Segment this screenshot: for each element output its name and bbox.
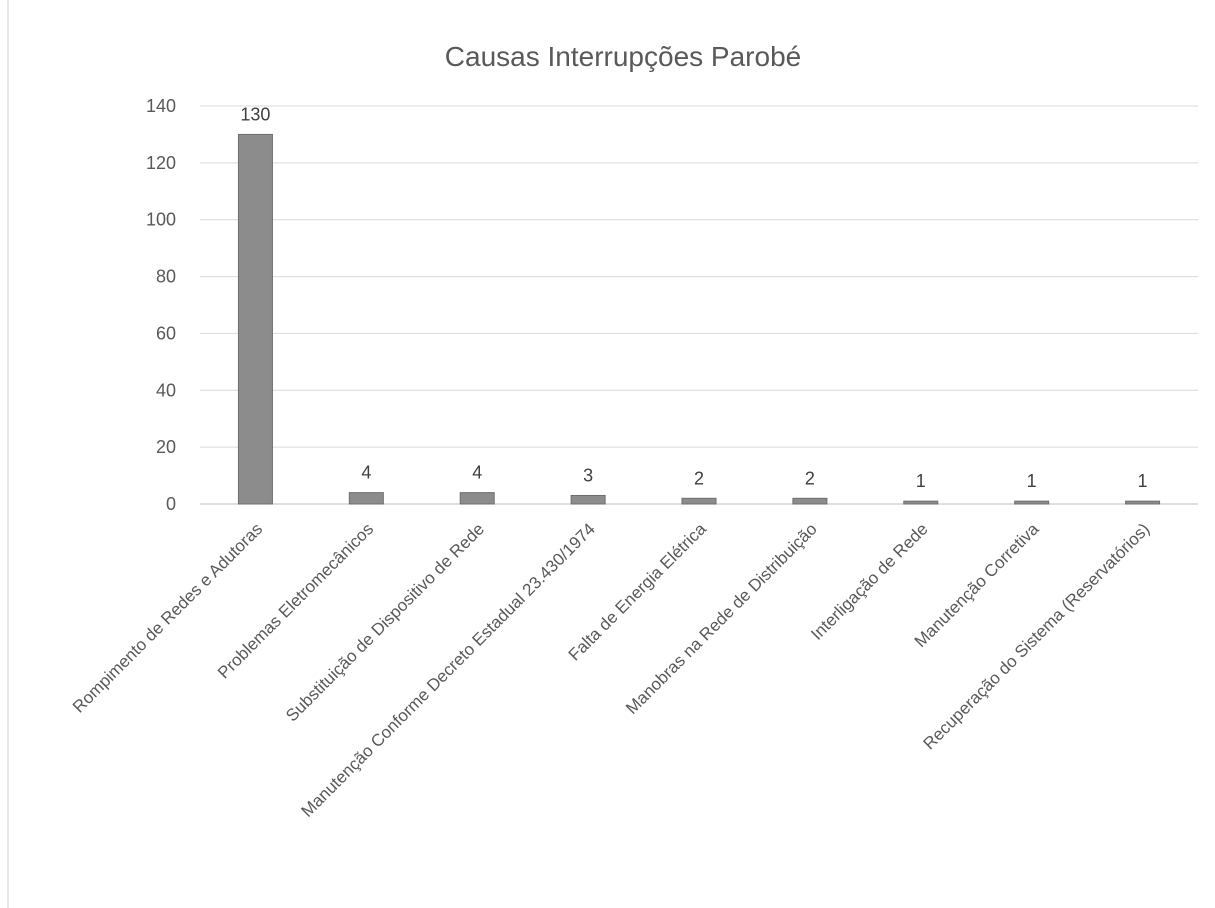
bar	[1125, 500, 1161, 505]
x-category-label: Recuperação do Sistema (Reservatórios)	[919, 519, 1153, 753]
data-label: 1	[1138, 471, 1148, 491]
data-label: 3	[583, 465, 593, 485]
y-tick-label: 20	[156, 437, 176, 457]
data-label: 2	[805, 468, 815, 488]
y-axis-ticks: 0 20 40 60 80 100 120 140	[146, 96, 176, 514]
bar	[237, 133, 273, 505]
x-category-label: Substituição de Dispositivo de Rede	[282, 519, 488, 725]
data-label: 2	[694, 468, 704, 488]
data-label: 1	[1027, 471, 1037, 491]
data-label: 4	[361, 463, 371, 483]
x-category-label: Manutenção Corretiva	[911, 519, 1043, 651]
x-category-label: Interligação de Rede	[807, 519, 931, 643]
bar	[792, 497, 828, 505]
data-label: 130	[240, 104, 270, 124]
y-tick-label: 120	[146, 153, 176, 173]
x-category-label: Rompimento de Redes e Adutoras	[69, 519, 266, 716]
x-category-label: Manobras na Rede de Distribuição	[622, 519, 821, 718]
y-tick-label: 100	[146, 210, 176, 230]
bar	[1014, 500, 1050, 505]
x-axis-category-labels: Rompimento de Redes e AdutorasProblemas …	[69, 519, 1153, 821]
bar	[348, 492, 384, 505]
bar	[459, 492, 495, 505]
chart-title: Causas Interrupções Parobé	[445, 41, 801, 72]
bar	[681, 497, 717, 505]
data-labels: 130 4 4 3 2 2 1 1 1	[240, 104, 1147, 491]
data-label: 1	[916, 471, 926, 491]
bars	[237, 133, 1161, 505]
bar	[570, 494, 606, 505]
y-tick-label: 140	[146, 96, 176, 116]
gridlines	[200, 105, 1198, 505]
data-label: 4	[472, 463, 482, 483]
y-tick-label: 80	[156, 267, 176, 287]
y-tick-label: 60	[156, 323, 176, 343]
bar	[903, 500, 939, 505]
y-tick-label: 0	[166, 494, 176, 514]
y-tick-label: 40	[156, 380, 176, 400]
